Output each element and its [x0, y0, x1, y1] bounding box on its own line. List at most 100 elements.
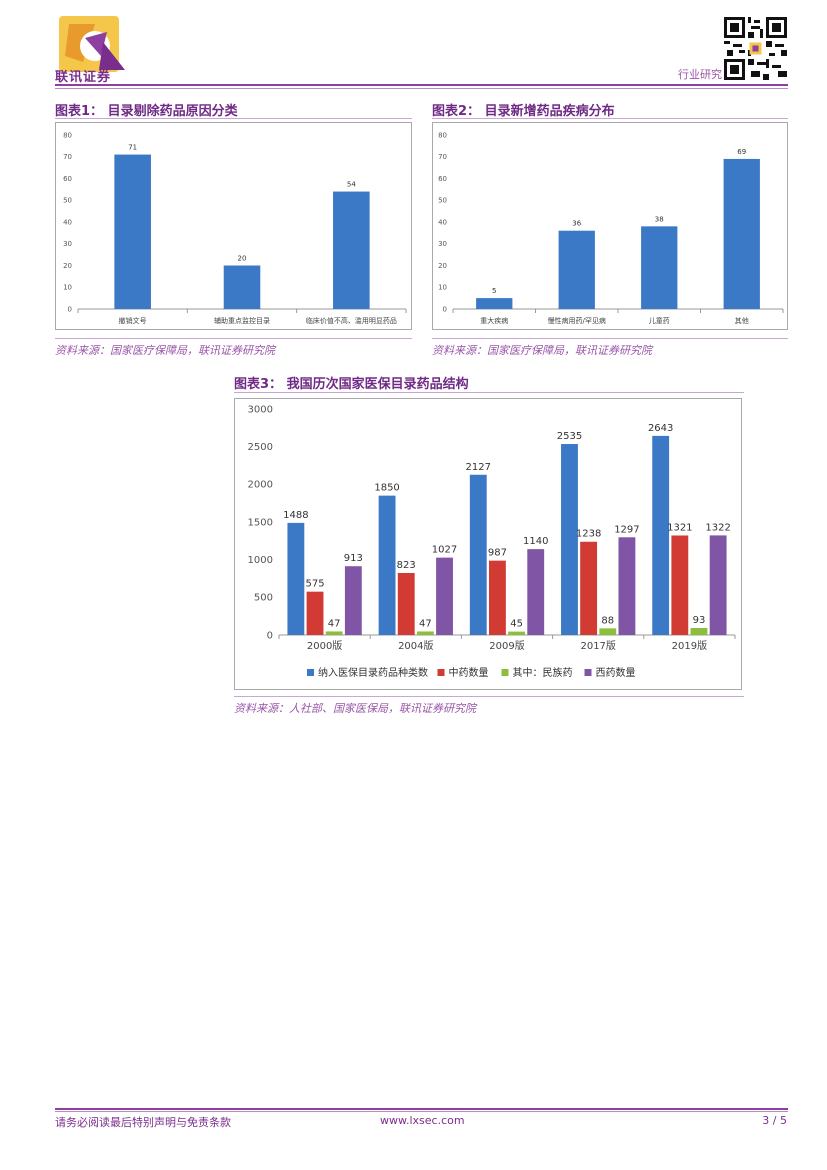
x-tick-label: 重大疾病	[480, 316, 508, 325]
x-tick-label: 慢性病用药/罕见病	[548, 316, 606, 325]
figure-1-source: 资料来源：国家医疗保障局，联讯证券研究院	[55, 344, 275, 357]
figure-1-svg: 0 10 20 30 40 50 60 70 80 71 撤销文号 20 辅助重点监控目录 54 临床价值不…	[63, 131, 407, 325]
bar	[416, 631, 434, 635]
bar-value-label: 987	[488, 548, 507, 559]
legend-swatch	[584, 669, 592, 676]
bar	[488, 560, 506, 635]
bar-value-label: 54	[347, 181, 356, 189]
legend-label: 其中：民族药	[513, 666, 573, 679]
y-tick-label: 60	[63, 175, 72, 183]
bar-value-label: 1850	[374, 483, 399, 494]
bar	[436, 557, 453, 635]
y-tick-label: 70	[438, 153, 447, 161]
bar-value-label: 1140	[523, 536, 548, 547]
page-number: 3 / 5	[762, 1114, 787, 1127]
bar-value-label: 20	[238, 255, 247, 263]
x-tick-label: 其他	[735, 316, 749, 325]
y-tick-label: 40	[63, 218, 72, 226]
bar-value-label: 823	[397, 560, 416, 571]
bar	[671, 535, 689, 635]
bar	[599, 628, 617, 635]
y-tick-label: 50	[438, 197, 447, 205]
bar-value-label: 1322	[705, 522, 730, 533]
figure-2-source-rule	[432, 338, 788, 339]
bar-value-label: 1238	[576, 529, 601, 540]
bar-value-label: 45	[510, 619, 523, 630]
legend-swatch	[501, 669, 509, 676]
bar-value-label: 38	[655, 215, 664, 223]
bar	[378, 495, 396, 635]
y-tick-label: 20	[438, 262, 447, 270]
bar	[223, 265, 261, 309]
bar	[287, 522, 305, 635]
bar	[618, 537, 636, 635]
x-tick-label: 2004版	[398, 639, 433, 652]
footer-rule	[55, 1108, 788, 1110]
figure-3-svg: 0 500 1000 1500 2000 2500 3000 1488 575 47 913 2000…	[248, 404, 736, 679]
x-tick-label: 2000版	[307, 639, 342, 652]
bar-value-label: 47	[419, 618, 432, 629]
brand-name: 联讯证券	[55, 70, 112, 85]
y-tick-label: 1500	[248, 517, 273, 528]
bar-value-label: 2643	[648, 423, 673, 434]
figure-3-source: 资料来源：人社部、国家医保局，联讯证券研究院	[234, 702, 476, 715]
bar-value-label: 88	[601, 615, 614, 626]
y-tick-label: 80	[438, 131, 447, 139]
bar-value-label: 2127	[466, 462, 491, 473]
bar-value-label: 1321	[667, 522, 692, 533]
y-tick-label: 30	[63, 240, 72, 248]
bar-value-label: 47	[328, 618, 341, 629]
x-tick-label: 辅助重点监控目录	[214, 316, 270, 325]
bar	[558, 230, 595, 309]
y-tick-label: 70	[63, 153, 72, 161]
bar	[476, 298, 513, 309]
y-tick-label: 10	[438, 284, 447, 292]
bar	[561, 444, 578, 635]
figure-1-rule	[55, 118, 412, 119]
header-rule-thin	[55, 88, 788, 89]
bar	[397, 573, 415, 635]
y-tick-label: 0	[443, 305, 447, 313]
figure-3-source-rule	[234, 696, 744, 697]
y-tick-label: 1000	[248, 555, 273, 566]
bar-value-label: 1488	[283, 510, 308, 521]
bar	[580, 541, 598, 635]
y-tick-label: 50	[63, 197, 72, 205]
bar	[652, 435, 670, 635]
x-tick-label: 撤销文号	[119, 316, 147, 325]
y-tick-label: 0	[267, 630, 273, 641]
x-tick-label: 临床价值不高、滥用明显药品	[306, 316, 397, 325]
bar	[508, 631, 526, 635]
y-tick-label: 80	[63, 131, 72, 139]
figure-3-title: 图表3： 我国历次国家医保目录药品结构	[234, 377, 469, 392]
y-tick-label: 2500	[248, 442, 273, 453]
y-tick-label: 0	[68, 305, 72, 313]
footer-rule-thin	[55, 1111, 788, 1112]
footer-disclaimer: 请务必阅读最后特别声明与免责条款	[55, 1116, 231, 1129]
bar-value-label: 69	[737, 148, 746, 156]
bar-value-label: 93	[693, 615, 706, 626]
x-tick-label: 2009版	[489, 639, 524, 652]
legend-label: 中药数量	[449, 666, 489, 679]
x-tick-label: 2017版	[580, 639, 615, 652]
bar	[344, 566, 362, 635]
bar	[325, 631, 343, 635]
figure-2-title: 图表2： 目录新增药品疾病分布	[432, 104, 615, 119]
figure-1-chart: 0 10 20 30 40 50 60 70 80 71 撤销文号 20 辅助重点监控目录 54 临床价值不…	[55, 122, 412, 330]
bar	[690, 627, 708, 635]
bar-value-label: 913	[344, 553, 363, 564]
figure-2-chart: 0 10 20 30 40 50 60 70 80 5 重大疾病 36 慢性病用药/罕见病 38 儿童药 69…	[432, 122, 788, 330]
x-tick-label: 儿童药	[649, 316, 670, 325]
figure-1-title: 图表1： 目录剔除药品原因分类	[55, 104, 238, 119]
y-tick-label: 40	[438, 218, 447, 226]
bar	[641, 226, 678, 309]
figure-2-rule	[432, 118, 788, 119]
bar	[306, 591, 324, 635]
bar-value-label: 36	[572, 220, 581, 228]
figure-1-source-rule	[55, 338, 412, 339]
figure-3-rule	[234, 392, 744, 393]
x-tick-label: 2019版	[672, 639, 707, 652]
legend-label: 西药数量	[596, 666, 636, 679]
footer-website-link[interactable]: www.lxsec.com	[380, 1114, 465, 1127]
bar-value-label: 71	[128, 144, 137, 152]
